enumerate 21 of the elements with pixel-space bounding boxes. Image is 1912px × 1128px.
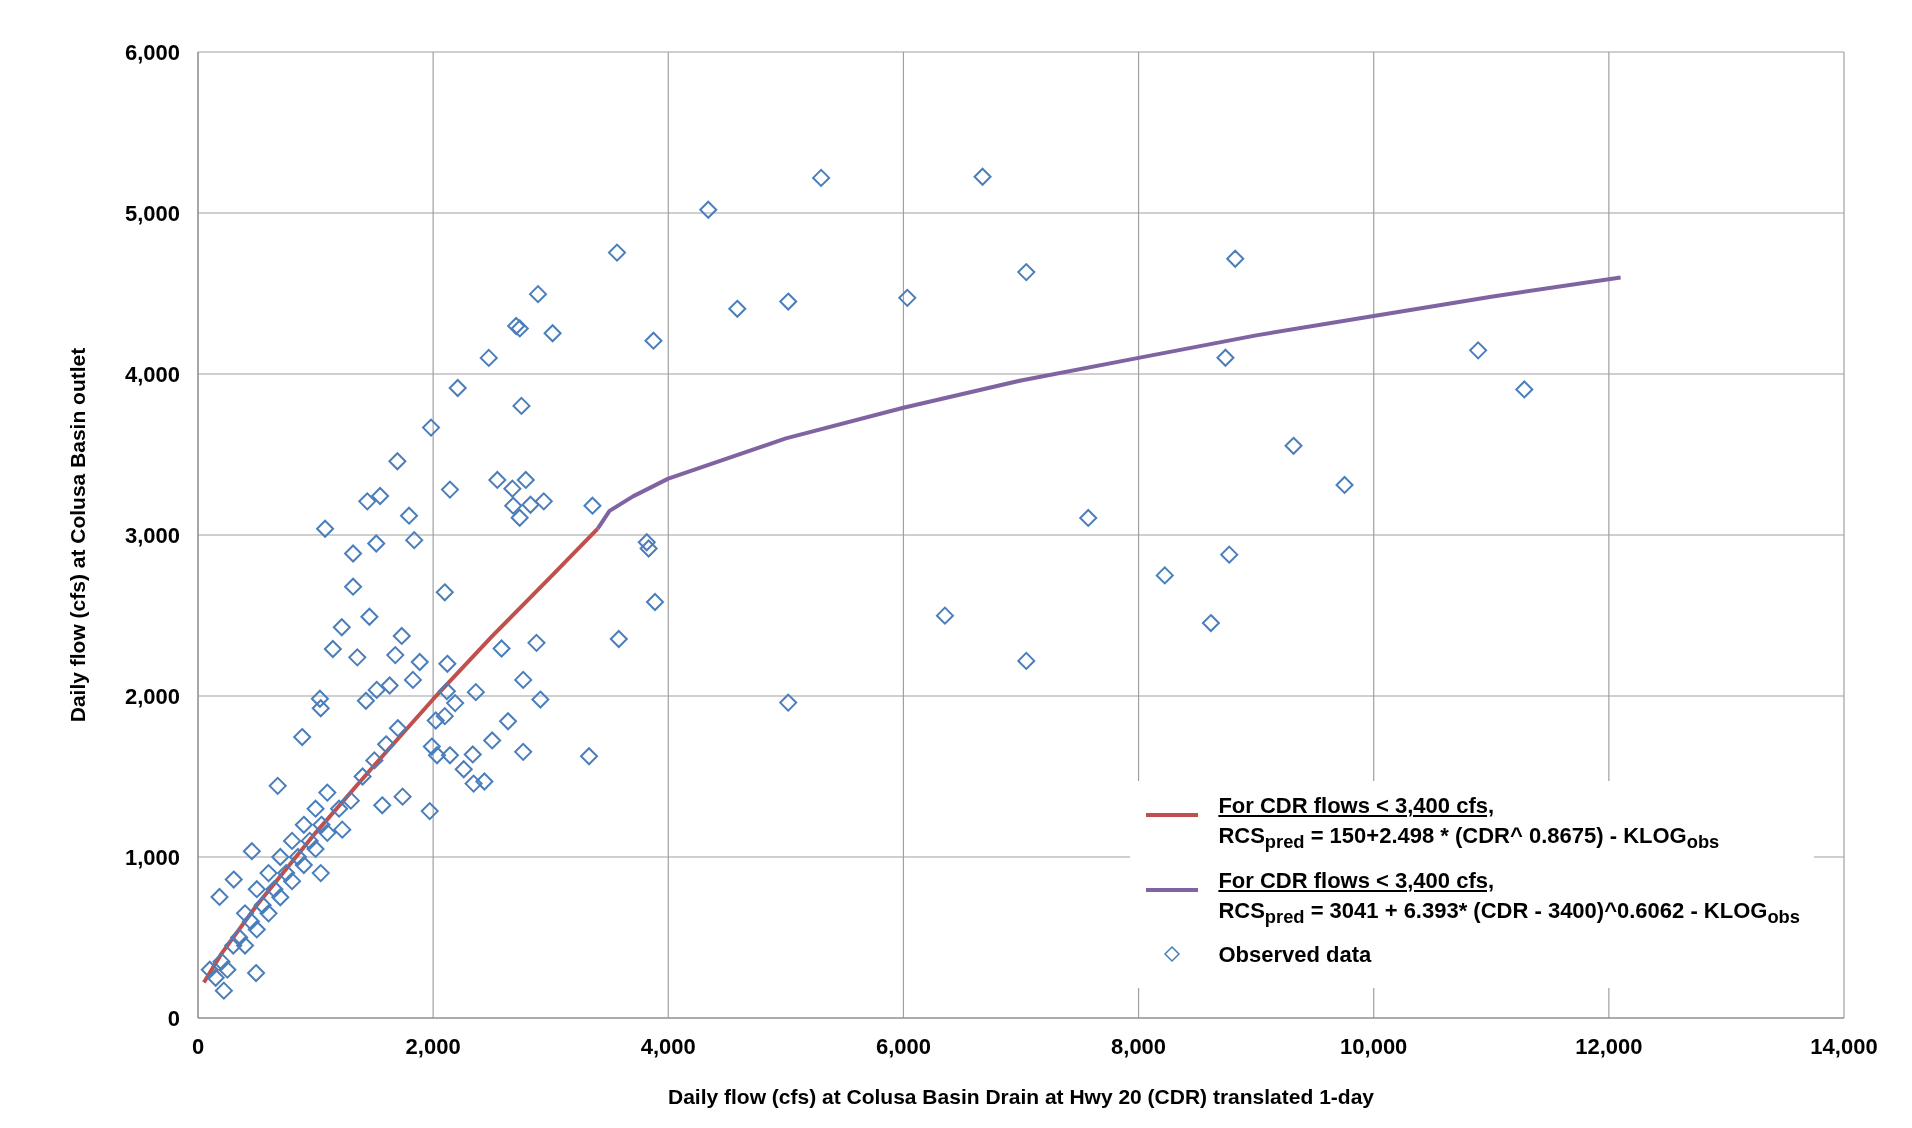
x-tick-label: 8,000 <box>1111 1033 1167 1059</box>
legend-label: For CDR flows < 3,400 cfs, RCS$_{pred}$ = 3041 + 6.393* (CDR - 3400)^0.6062 - KLOG$_{obs}$ <box>1218 866 1800 929</box>
x-axis-title: Daily flow (cfs) at Colusa Basin Drain at Hwy 20 (CDR) translated 1-day <box>667 1085 1375 1108</box>
y-tick-label: 2,000 <box>124 683 180 709</box>
x-tick-label: 0 <box>191 1033 205 1059</box>
y-tick-label: 0 <box>167 1005 180 1031</box>
y-axis-title: Daily flow (cfs) at Colusa Basin outlet <box>66 347 90 723</box>
legend-label: For CDR flows < 3,400 cfs, RCS$_{pred}$ = 150+2.498 * (CDR^ 0.8675) - KLOG$_{obs}$ <box>1218 792 1720 855</box>
legend-label: Observed data <box>1218 941 1372 969</box>
x-tick-label: 2,000 <box>405 1033 461 1059</box>
y-tick-label: 5,000 <box>124 200 180 226</box>
x-tick-label: 14,000 <box>1810 1033 1878 1059</box>
y-tick-label: 1,000 <box>124 844 180 870</box>
y-tick-label: 4,000 <box>124 361 180 387</box>
y-tick-label: 6,000 <box>124 39 180 65</box>
x-tick-label: 12,000 <box>1575 1033 1643 1059</box>
y-tick-label: 3,000 <box>124 522 180 548</box>
x-tick-label: 10,000 <box>1340 1033 1408 1059</box>
x-tick-label: 4,000 <box>640 1033 696 1059</box>
line-series <box>595 275 1623 531</box>
x-tick-label: 6,000 <box>875 1033 931 1059</box>
